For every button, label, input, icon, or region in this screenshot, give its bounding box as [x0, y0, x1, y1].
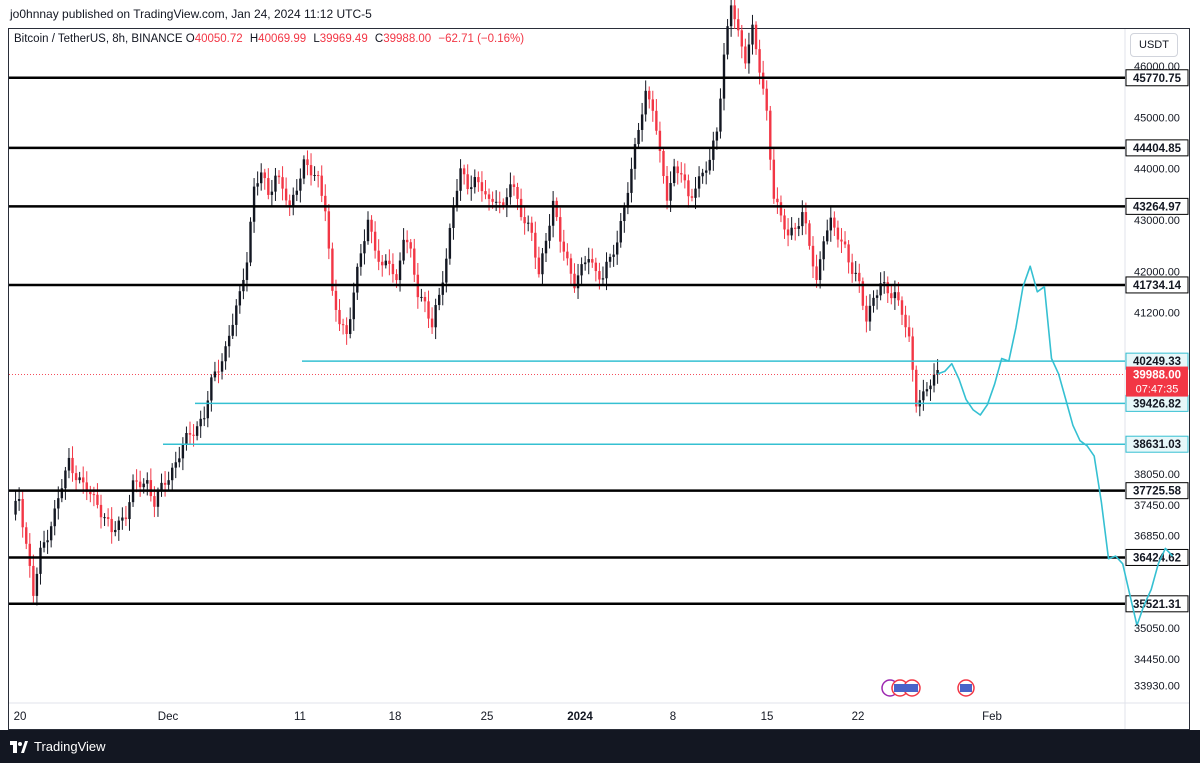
close-value: 39988.00 — [383, 33, 432, 45]
symbol-name: Bitcoin / TetherUS, 8h, BINANCE — [14, 33, 183, 45]
publisher-line: jo0hnnay published on TradingView.com, J… — [10, 7, 372, 21]
symbol-legend: Bitcoin / TetherUS, 8h, BINANCE O40050.7… — [14, 33, 528, 45]
high-value: 40069.99 — [258, 33, 307, 45]
footer-bar: TradingView — [0, 730, 1200, 763]
publisher-bar: jo0hnnay published on TradingView.com, J… — [0, 0, 1200, 28]
open-value: 40050.72 — [194, 33, 243, 45]
open-label: O — [185, 33, 195, 45]
chart-frame[interactable] — [8, 28, 1190, 730]
footer-brand: TradingView — [34, 739, 106, 754]
low-value: 39969.49 — [319, 33, 368, 45]
low-label: L — [313, 33, 320, 45]
high-label: H — [249, 33, 259, 45]
close-label: C — [374, 33, 384, 45]
currency-badge[interactable]: USDT — [1130, 33, 1178, 57]
tradingview-logo[interactable]: TradingView — [10, 739, 106, 754]
change-value: −62.71 (−0.16%) — [438, 33, 525, 45]
tradingview-logo-icon — [10, 740, 28, 753]
